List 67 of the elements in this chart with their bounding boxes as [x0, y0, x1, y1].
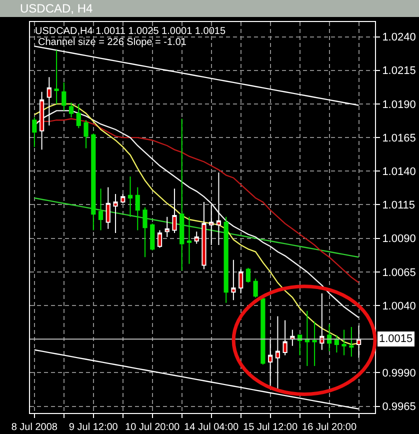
x-tick-label: 16 Jul 20:00 [302, 422, 357, 433]
candlestick [268, 338, 273, 387]
annotation: Channel size = 226 Slope = -1.01 [38, 37, 187, 48]
candlestick [106, 186, 110, 230]
candlestick [128, 176, 133, 218]
ref-line-label: 1.0015 [379, 333, 413, 345]
candlestick [68, 102, 74, 118]
candlestick [320, 292, 324, 350]
x-tick-label: 14 Jul 04:00 [184, 422, 240, 433]
y-tick-label: 1.0065 [382, 266, 416, 279]
candlestick [342, 329, 346, 356]
candlestick [98, 188, 104, 231]
candlestick [54, 50, 59, 104]
candlestick [326, 324, 332, 352]
line-series [34, 197, 360, 258]
candlestick [356, 325, 362, 358]
candlestick [150, 223, 155, 251]
y-tick-label: 1.0140 [382, 166, 416, 178]
candlestick [202, 202, 206, 270]
y-tick-label: 1.0115 [382, 200, 416, 212]
candlestick [282, 320, 288, 356]
candlestick [91, 133, 96, 231]
candlestick [253, 278, 258, 298]
y-tick-label: 1.0040 [382, 300, 416, 312]
candlestick [32, 116, 37, 148]
y-tick-label: 1.0090 [382, 233, 416, 246]
candlestick [298, 334, 302, 356]
candlestick [76, 103, 81, 129]
line-series [34, 46, 360, 106]
y-tick-label: 0.9965 [382, 401, 416, 414]
y-tick-label: 1.0190 [382, 98, 416, 111]
candlestick [216, 172, 222, 246]
candlestick [194, 231, 199, 244]
y-tick-label: 1.0215 [382, 65, 416, 78]
chart-title: USDCAD, H4 [20, 2, 94, 16]
candlestick [349, 326, 354, 358]
candlestick [186, 216, 192, 264]
candlestick [62, 82, 66, 112]
candlestick [238, 268, 244, 294]
x-tick-label: 10 Jul 20:00 [125, 422, 180, 433]
candlestick [157, 230, 162, 248]
x-tick-label: 15 Jul 12:00 [243, 422, 298, 433]
x-tick-label: 8 Jul 2008 [11, 422, 58, 433]
candlestick [164, 216, 170, 238]
candlestick [135, 186, 140, 231]
candlestick [312, 321, 317, 366]
y-tick-label: 1.0240 [382, 32, 416, 44]
candlestick [120, 193, 126, 204]
candlestick [172, 188, 177, 234]
candlestick [224, 216, 228, 304]
candlestick [290, 329, 295, 346]
candlestick [334, 334, 339, 354]
candlestick [142, 206, 148, 258]
candlestick [246, 267, 251, 284]
line-series [34, 349, 360, 410]
candlestick [260, 296, 266, 366]
candlestick [231, 259, 236, 301]
candlestick [84, 120, 88, 149]
annotation: USDCAD,H4 1.0011 1.0025 1.0001 1.0015 [35, 26, 226, 37]
candlestick [304, 310, 310, 366]
candlestick [275, 316, 280, 391]
x-tick-label: 9 Jul 12:00 [68, 422, 118, 433]
y-tick-label: 0.9990 [382, 368, 416, 380]
line-series [34, 118, 360, 284]
y-tick-label: 1.0165 [382, 132, 416, 144]
candlestick [209, 204, 214, 246]
candlestick [113, 193, 118, 234]
